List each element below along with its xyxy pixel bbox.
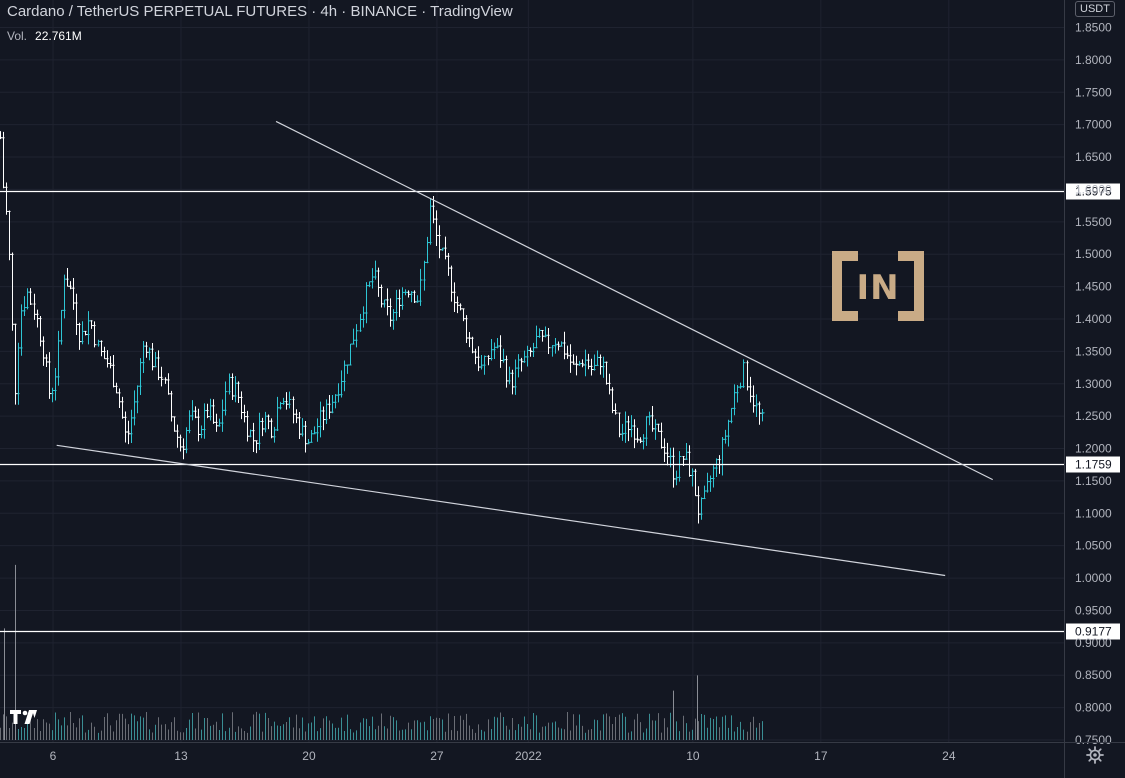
y-tick-label: 0.7500 xyxy=(1075,733,1112,747)
y-tick-label: 0.9500 xyxy=(1075,603,1112,617)
y-tick-label: 1.2000 xyxy=(1075,442,1112,456)
currency-button[interactable]: USDT xyxy=(1075,1,1115,17)
y-tick-label: 1.8500 xyxy=(1075,21,1112,35)
volume-value: 22.761M xyxy=(35,29,82,43)
chart-title: Cardano / TetherUS PERPETUAL FUTURES · 4… xyxy=(7,3,513,20)
y-tick-label: 1.4000 xyxy=(1075,312,1112,326)
x-tick-label: 2022 xyxy=(515,749,542,763)
x-tick-label: 17 xyxy=(814,749,828,763)
y-tick-label: 1.1500 xyxy=(1075,474,1112,488)
horizontal-levels: 1.5975 1.1759 0.9177 xyxy=(0,183,1120,640)
level-price-label: 1.1759 xyxy=(1075,458,1112,472)
x-tick-label: 20 xyxy=(302,749,316,763)
y-tick-label: 1.6000 xyxy=(1075,182,1112,196)
y-tick-label: 0.8500 xyxy=(1075,668,1112,682)
trendline xyxy=(275,120,993,481)
level-price-tag xyxy=(1066,183,1120,200)
y-tick-label: 1.0000 xyxy=(1075,571,1112,585)
y-tick-label: 1.3000 xyxy=(1075,377,1112,391)
y-tick-label: 0.9000 xyxy=(1075,636,1112,650)
level-price-tag xyxy=(1066,623,1120,640)
tradingview-logo-icon[interactable] xyxy=(10,708,40,726)
volume-label: Vol. xyxy=(7,29,28,43)
volume-legend: Vol. 22.761M xyxy=(7,29,82,43)
x-tick-label: 24 xyxy=(942,749,956,763)
y-tick-label: 1.7000 xyxy=(1075,118,1112,132)
volume-bars xyxy=(0,564,763,740)
brand-logo-text: IN xyxy=(856,268,899,308)
y-tick-label: 1.6500 xyxy=(1075,150,1112,164)
y-tick-label: 1.3500 xyxy=(1075,344,1112,358)
y-tick-label: 1.2500 xyxy=(1075,409,1112,423)
y-tick-label: 1.0500 xyxy=(1075,539,1112,553)
y-tick-label: 0.8000 xyxy=(1075,701,1112,715)
x-tick-label: 13 xyxy=(174,749,188,763)
y-tick-label: 1.5500 xyxy=(1075,215,1112,229)
level-price-tag xyxy=(1066,456,1120,473)
candles xyxy=(0,131,765,524)
beincrypto-logo: IN xyxy=(832,251,924,321)
y-tick-label: 1.7500 xyxy=(1075,85,1112,99)
x-tick-label: 27 xyxy=(430,749,444,763)
trendlines xyxy=(56,120,993,577)
trendline xyxy=(56,444,946,577)
y-tick-label: 1.8000 xyxy=(1075,53,1112,67)
level-price-label: 1.5975 xyxy=(1075,185,1112,199)
y-tick-label: 1.4500 xyxy=(1075,280,1112,294)
y-tick-label: 1.1000 xyxy=(1075,506,1112,520)
level-price-label: 0.9177 xyxy=(1075,625,1112,639)
x-tick-label: 10 xyxy=(686,749,700,763)
y-tick-label: 1.5000 xyxy=(1075,247,1112,261)
x-tick-label: 6 xyxy=(50,749,57,763)
grid-lines xyxy=(0,0,1064,742)
settings-gear-icon[interactable] xyxy=(1086,746,1104,764)
